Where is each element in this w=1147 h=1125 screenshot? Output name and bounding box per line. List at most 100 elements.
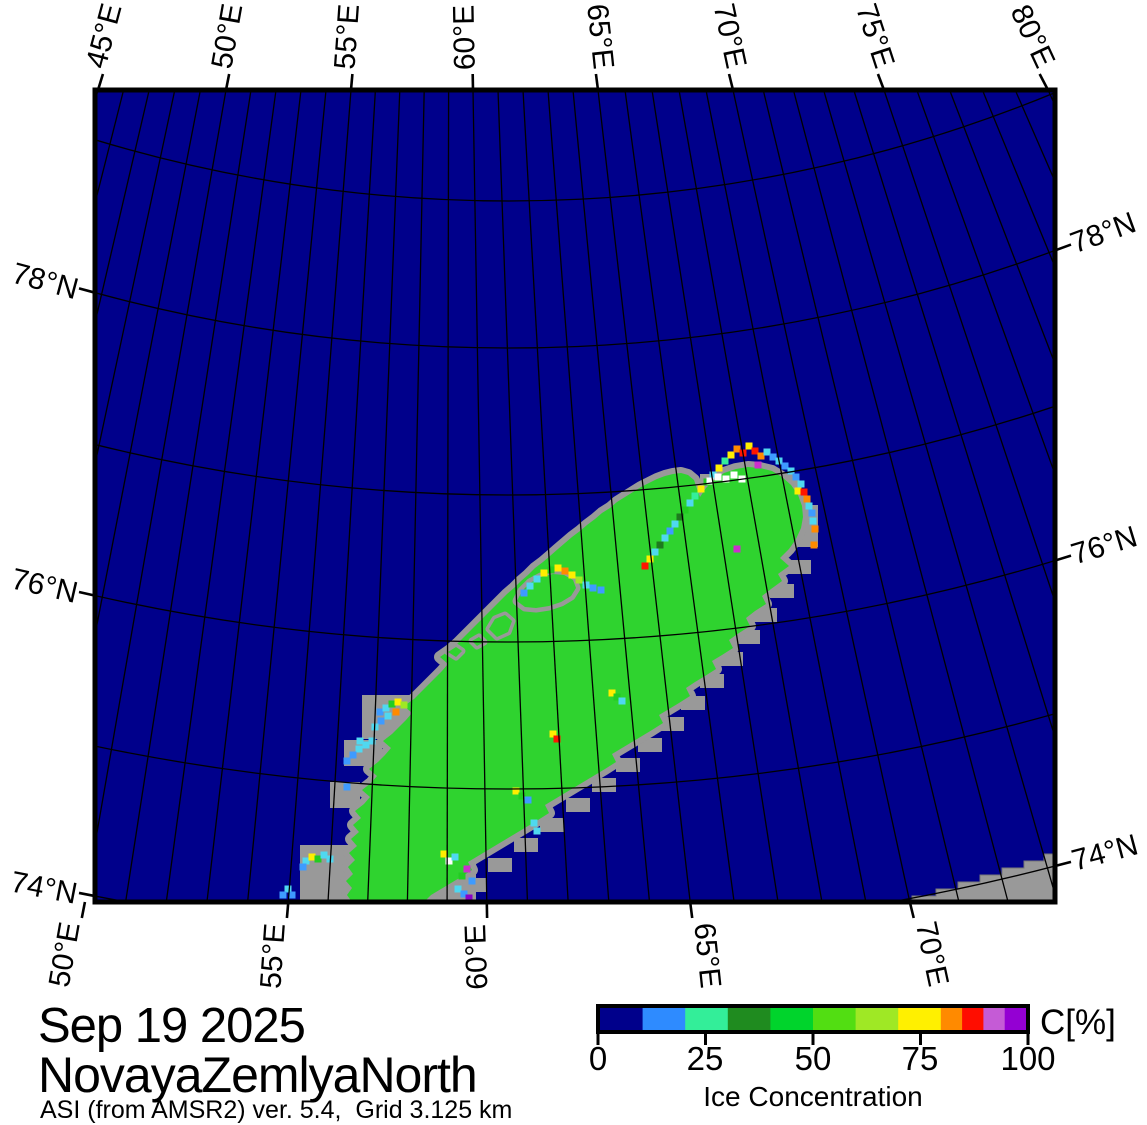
right-axis-label: 76°N	[1067, 520, 1141, 571]
ice-concentration-pixel	[452, 854, 459, 861]
colorbar-segment	[856, 1008, 899, 1030]
ice-concentration-pixel	[300, 864, 307, 871]
top-axis-label: 70°E	[707, 1, 753, 72]
ice-concentration-pixel	[525, 797, 532, 804]
ice-concentration-pixel	[459, 873, 466, 880]
islet	[489, 615, 512, 637]
ice-concentration-pixel	[401, 702, 408, 709]
ice-concentration-pixel	[647, 556, 654, 563]
ice-concentration-pixel	[722, 458, 729, 465]
ice-concentration-pixel	[321, 852, 328, 859]
ice-concentration-pixel	[519, 793, 526, 800]
ice-concentration-pixel	[527, 583, 534, 590]
ice-concentration-pixel	[793, 474, 800, 481]
ice-concentration-pixel	[642, 563, 649, 570]
ice-concentration-pixel	[746, 443, 753, 450]
left-axis-label: 76°N	[8, 563, 81, 610]
ice-concentration-pixel	[715, 474, 722, 481]
ice-concentration-pixel	[692, 493, 699, 500]
ice-concentration-pixel	[548, 567, 555, 574]
ice-concentration-pixel	[619, 698, 626, 705]
coast-land-step	[566, 798, 590, 812]
meridian-line	[1048, 90, 1147, 902]
colorbar-segment	[898, 1008, 941, 1030]
ice-concentration-pixel	[344, 758, 351, 765]
ice-concentration-pixel	[734, 446, 741, 453]
ice-concentration-pixel	[377, 709, 384, 716]
ice-concentration-pixel	[752, 448, 759, 455]
ice-concentration-pixel	[795, 488, 802, 495]
ice-concentration-pixel	[303, 858, 310, 865]
ice-concentration-pixel	[469, 878, 476, 885]
colorbar-tick-label-0: 0	[589, 1040, 607, 1077]
top-axis-label: 55°E	[328, 3, 365, 71]
bottom-axis-label: 65°E	[687, 921, 727, 989]
bottom-axis-label: 60°E	[459, 924, 494, 991]
left-axis-label: 74°N	[8, 866, 80, 911]
ice-concentration-pixel	[698, 486, 705, 493]
ice-concentration-pixel	[755, 462, 762, 469]
ice-concentration-pixel	[541, 570, 548, 577]
ice-concentration-pixel	[728, 452, 735, 459]
colorbar-units-label: C[%]	[1040, 1003, 1116, 1042]
colorbar-segment	[643, 1008, 686, 1030]
right-axis-label: 74°N	[1068, 828, 1141, 877]
bottom-axis-label: 55°E	[254, 922, 291, 990]
ice-concentration-pixel	[811, 542, 818, 549]
colorbar-segment	[770, 1008, 813, 1030]
ice-concentration-pixel	[464, 866, 471, 873]
ice-concentration-pixel	[357, 738, 364, 745]
ice-concentration-pixel	[812, 526, 819, 533]
top-axis-label: 75°E	[849, 0, 901, 72]
ice-concentration-pixel	[804, 496, 811, 503]
ice-concentration-pixel	[280, 892, 287, 899]
colorbar-segment	[962, 1008, 984, 1030]
ice-concentration-pixel	[555, 565, 562, 572]
colorbar-caption: Ice Concentration	[703, 1081, 922, 1112]
ice-concentration-pixel	[534, 576, 541, 583]
ice-concentration-pixel	[687, 500, 694, 507]
ice-concentration-pixel	[389, 701, 396, 708]
ice-concentration-pixel	[782, 463, 789, 470]
ice-concentration-pixel	[662, 535, 669, 542]
ice-concentration-pixel	[393, 709, 400, 716]
ice-concentration-pixel	[809, 510, 816, 517]
colorbar-segment	[813, 1008, 856, 1030]
colorbar-segment	[728, 1008, 771, 1030]
ice-concentration-pixel	[378, 718, 385, 725]
ice-concentration-pixel	[770, 454, 777, 461]
colorbar-tick-label-25: 25	[687, 1040, 724, 1077]
ice-concentration-pixel	[672, 521, 679, 528]
ice-concentration-pixel	[569, 572, 576, 579]
ice-concentration-pixel	[583, 582, 590, 589]
ice-concentration-pixel	[315, 856, 322, 863]
ice-concentration-pixel	[590, 585, 597, 592]
ice-concentration-pixel	[385, 713, 392, 720]
ice-concentration-pixel	[285, 886, 292, 893]
colorbar-segment	[600, 1008, 643, 1030]
coast-land-step	[488, 858, 512, 872]
top-axis-label: 65°E	[580, 2, 620, 70]
ice-concentration-pixel	[455, 886, 462, 893]
top-axis-label: 50°E	[206, 1, 250, 71]
ice-concentration-pixel	[682, 507, 689, 514]
ice-concentration-pixel	[598, 587, 605, 594]
left-axis-label: 78°N	[8, 257, 81, 306]
ice-concentration-pixel	[734, 546, 741, 553]
ice-concentration-pixel	[731, 472, 738, 479]
ice-concentration-pixel	[356, 746, 363, 753]
ice-concentration-pixel	[350, 752, 357, 759]
ice-concentration-pixel	[344, 784, 351, 791]
ice-concentration-pixel	[801, 489, 808, 496]
ice-concentration-pixel	[309, 854, 316, 861]
ice-concentration-pixel	[652, 549, 659, 556]
top-axis-label: 45°E	[80, 0, 129, 72]
ice-concentration-pixel	[441, 851, 448, 858]
colorbar-segment	[685, 1008, 728, 1030]
colorbar-segment	[941, 1008, 963, 1030]
meridian-line	[0, 90, 98, 902]
colorbar-segment	[1005, 1008, 1027, 1030]
ice-concentration-pixel	[806, 503, 813, 510]
